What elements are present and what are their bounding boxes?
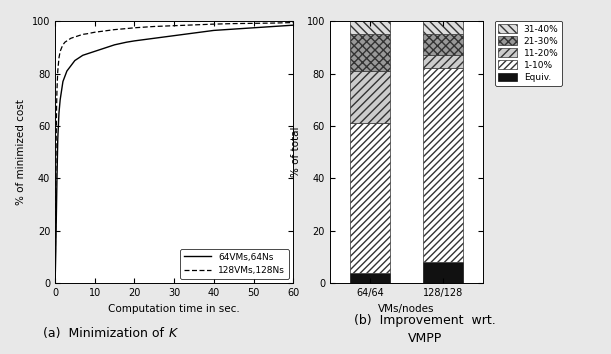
Legend: 64VMs,64Ns, 128VMs,128Ns: 64VMs,64Ns, 128VMs,128Ns (180, 249, 289, 279)
Bar (423, 262, 463, 283)
Bar (350, 71, 390, 124)
Text: (b)  Improvement  wrt.: (b) Improvement wrt. (354, 314, 496, 327)
Bar (350, 21, 390, 34)
Text: (a)  Minimization of: (a) Minimization of (43, 327, 168, 340)
Bar (350, 273, 390, 283)
Legend: 31-40%, 21-30%, 11-20%, 1-10%, Equiv.: 31-40%, 21-30%, 11-20%, 1-10%, Equiv. (495, 21, 562, 86)
Bar (423, 55, 463, 68)
Bar (423, 21, 463, 34)
X-axis label: Computation time in sec.: Computation time in sec. (108, 304, 240, 314)
Bar (350, 124, 390, 273)
Y-axis label: % of minimized cost: % of minimized cost (16, 99, 26, 205)
Text: VMPP: VMPP (408, 332, 442, 345)
Text: K: K (169, 327, 177, 340)
Y-axis label: % of total: % of total (291, 127, 301, 177)
Bar (350, 34, 390, 71)
Bar (423, 34, 463, 55)
Bar (423, 68, 463, 262)
X-axis label: VMs/nodes: VMs/nodes (378, 304, 434, 314)
